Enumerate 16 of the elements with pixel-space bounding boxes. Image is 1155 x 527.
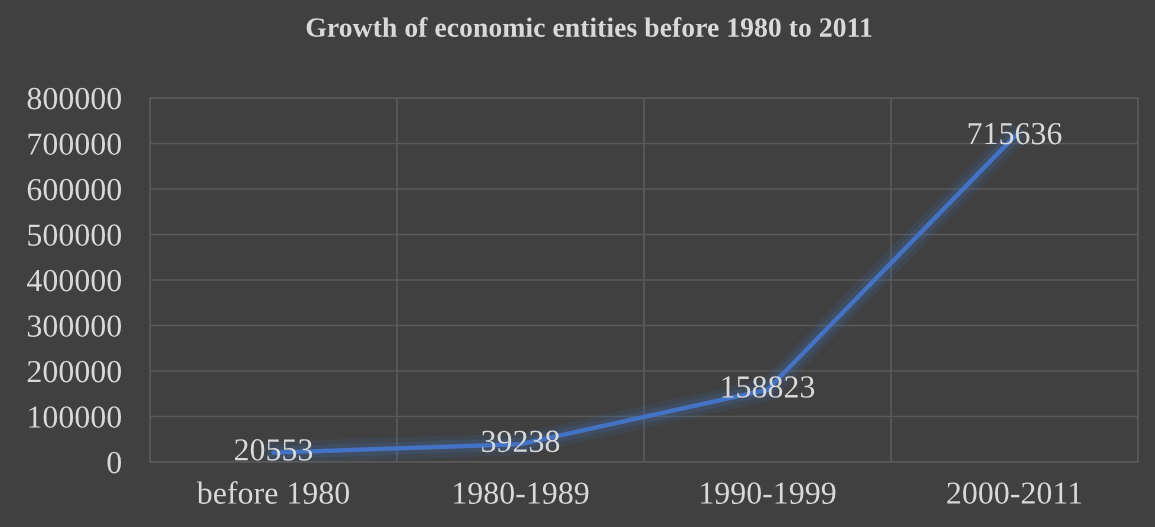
x-tick-label: 1980-1989: [454, 482, 589, 504]
y-tick-label: 600000: [27, 178, 121, 201]
y-tick-label: 700000: [28, 133, 121, 155]
chart-title: Growth of economic entities before 1980 to 2011: [306, 17, 872, 37]
x-tick-label: before 1980: [196, 481, 350, 504]
y-tick-label: 100000: [29, 406, 121, 428]
y-tick-label: 300000: [27, 315, 121, 337]
y-tick-label: 0: [107, 451, 121, 474]
y-tick-label: 800000: [27, 87, 121, 110]
x-tick-label: 1990-1999: [701, 482, 836, 504]
y-tick-label: 500000: [28, 224, 121, 246]
data-label: 715636: [968, 122, 1062, 145]
data-label: 20553: [234, 439, 313, 461]
x-tick-label: 2000-2011: [947, 482, 1082, 504]
y-tick-label: 400000: [27, 269, 121, 292]
y-tick-label: 200000: [27, 360, 121, 383]
